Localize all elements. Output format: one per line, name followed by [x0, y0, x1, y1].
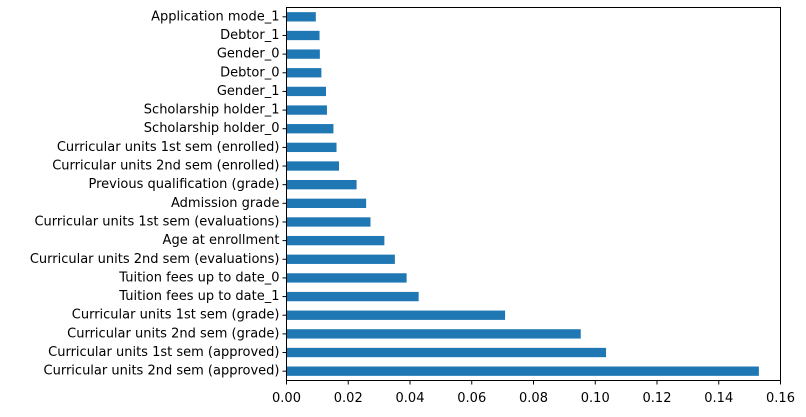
y-tick-label: Curricular units 2nd sem (evaluations) — [30, 252, 280, 267]
y-tick-label: Curricular units 1st sem (evaluations) — [34, 214, 279, 229]
bar — [286, 291, 419, 302]
plot-frame — [286, 7, 781, 381]
bar — [286, 310, 506, 320]
bar — [286, 180, 357, 190]
bar — [286, 30, 320, 41]
bar — [286, 254, 395, 264]
y-tick-label: Application mode_1 — [151, 9, 279, 24]
y-tick-label: Age at enrollment — [163, 233, 280, 248]
bar — [286, 198, 367, 208]
y-tick-label: Scholarship holder_1 — [144, 103, 280, 118]
bar — [286, 105, 327, 115]
y-tick-label: Tuition fees up to date_1 — [118, 289, 279, 304]
y-tick-label: Curricular units 1st sem (grade) — [72, 308, 280, 323]
y-tick-label: Gender_0 — [217, 47, 280, 62]
bars-group — [286, 12, 759, 376]
y-tick-label: Curricular units 2nd sem (approved) — [44, 364, 280, 379]
bar — [286, 366, 759, 376]
x-tick-label: 0.06 — [457, 391, 486, 406]
y-tick-label: Debtor_1 — [220, 28, 279, 43]
bar — [286, 142, 337, 153]
bar — [286, 347, 607, 358]
y-tick-label: Debtor_0 — [220, 65, 279, 80]
bar — [286, 124, 334, 134]
x-tick-label: 0.04 — [396, 391, 425, 406]
bar — [286, 49, 320, 59]
y-tick-label: Tuition fees up to date_0 — [118, 270, 279, 285]
x-tick-label: 0.00 — [272, 391, 301, 406]
y-tick-label: Curricular units 1st sem (enrolled) — [57, 140, 280, 155]
y-axis: Curricular units 2nd sem (approved) Curri… — [30, 9, 287, 379]
y-tick-label: Curricular units 1st sem (approved) — [48, 345, 279, 360]
x-tick-label: 0.10 — [581, 391, 610, 406]
bar — [286, 161, 339, 171]
bar — [286, 68, 322, 78]
y-tick-label: Curricular units 2nd sem (enrolled) — [52, 159, 279, 174]
x-tick-label: 0.16 — [766, 391, 795, 406]
bar — [286, 12, 316, 22]
bar — [286, 235, 385, 246]
x-tick-label: 0.12 — [643, 391, 672, 406]
bar — [286, 86, 327, 97]
y-tick-label: Curricular units 2nd sem (grade) — [67, 326, 279, 341]
x-tick-label: 0.02 — [334, 391, 363, 406]
bar — [286, 273, 407, 283]
y-tick-label: Gender_1 — [217, 84, 280, 99]
y-tick-label: Previous qualification (grade) — [88, 177, 279, 192]
y-tick-label: Admission grade — [171, 196, 280, 211]
x-tick-label: 0.14 — [704, 391, 733, 406]
x-axis: 0.00 0.02 0.04 0.06 0.08 0.10 0.12 0.14 0.16 — [272, 380, 795, 406]
x-tick-label: 0.08 — [519, 391, 548, 406]
bar — [286, 217, 371, 227]
bar — [286, 329, 581, 339]
y-tick-label: Scholarship holder_0 — [144, 121, 280, 136]
